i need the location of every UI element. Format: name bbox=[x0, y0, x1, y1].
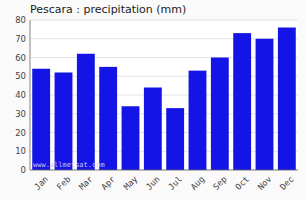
bar bbox=[256, 39, 274, 170]
y-tick-label: 60 bbox=[15, 53, 26, 63]
x-tick-label: Aug bbox=[189, 174, 207, 192]
y-tick-label: 20 bbox=[15, 128, 26, 138]
x-tick-label: Jun bbox=[144, 174, 162, 192]
x-axis-line bbox=[30, 170, 298, 171]
x-tick-label: Dec bbox=[278, 174, 296, 192]
chart-container: 0 10 20 30 40 50 60 70 80 Jan FebMarApr MayJunJul Au… bbox=[0, 0, 306, 200]
bar bbox=[144, 88, 162, 171]
bar bbox=[32, 69, 50, 170]
grid-line bbox=[30, 20, 298, 21]
bar bbox=[189, 71, 207, 170]
bar bbox=[99, 67, 117, 170]
bar bbox=[77, 54, 95, 170]
y-tick-label: 0 bbox=[21, 165, 26, 175]
x-tick-label: Sep bbox=[211, 174, 229, 192]
y-tick-label: 70 bbox=[15, 34, 26, 44]
bar bbox=[211, 58, 229, 171]
x-tick-label: May bbox=[122, 174, 140, 192]
chart-title: Pescara : precipitation (mm) bbox=[30, 3, 186, 16]
y-tick-label: 40 bbox=[15, 90, 26, 100]
bar bbox=[166, 108, 184, 170]
x-tick-label: Jul bbox=[166, 174, 184, 192]
watermark: www.allmetsat.com bbox=[33, 161, 105, 169]
bar bbox=[233, 33, 251, 170]
bar bbox=[278, 28, 296, 171]
x-tick-label: Mar bbox=[77, 174, 95, 192]
y-tick-label: 50 bbox=[15, 71, 26, 81]
x-tick-label: Nov bbox=[256, 174, 274, 192]
bar bbox=[55, 73, 73, 171]
y-tick-label: 10 bbox=[15, 146, 26, 156]
x-tick-label: Jan bbox=[32, 174, 50, 192]
x-tick-label: Apr bbox=[99, 174, 117, 192]
y-axis-line bbox=[30, 20, 31, 170]
bars bbox=[32, 28, 296, 171]
x-tick-label: Feb bbox=[55, 174, 73, 192]
y-tick-label: 30 bbox=[15, 109, 26, 119]
y-tick-label: 80 bbox=[15, 15, 26, 25]
x-tick-label: Oct bbox=[233, 174, 251, 192]
bar bbox=[122, 106, 140, 170]
chart-svg: 0 10 20 30 40 50 60 70 80 Jan FebMarApr MayJunJul Au… bbox=[0, 0, 306, 200]
grid-line bbox=[30, 170, 298, 171]
plot-background bbox=[30, 20, 298, 170]
